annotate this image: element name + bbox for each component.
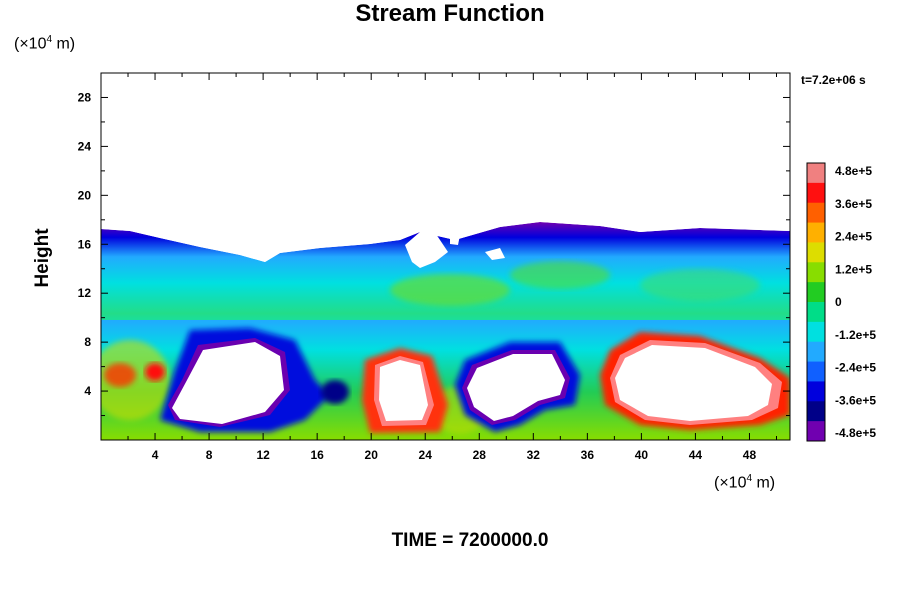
colorbar-tick-label: 1.2e+5 (835, 262, 872, 276)
heatmap-field (101, 73, 790, 440)
colorbar-swatch (807, 262, 825, 283)
x-tick-label: 24 (419, 448, 433, 462)
colorbar-swatch (807, 222, 825, 243)
colorbar-swatch (807, 202, 825, 224)
x-tick-label: 12 (256, 448, 270, 462)
chart-title: Stream Function (355, 0, 545, 27)
colorbar-tick-label: -2.4e+5 (835, 361, 876, 375)
y-tick-label: 4 (84, 384, 91, 398)
colorbar-tick-label: -3.6e+5 (835, 393, 876, 407)
x-tick-label: 28 (473, 448, 487, 462)
colorbar-swatch (807, 282, 825, 303)
y-tick-label: 12 (78, 286, 92, 300)
time-footer: TIME = 7200000.0 (391, 530, 549, 551)
x-unit-label: (×104 m) (714, 473, 776, 492)
colorbar-swatch (807, 381, 825, 402)
x-tick-label: 44 (689, 448, 703, 462)
x-tick-label: 48 (743, 448, 757, 462)
colorbar-tick-label: 4.8e+5 (835, 164, 872, 178)
y-tick-label: 28 (78, 90, 92, 104)
x-tick-label: 36 (581, 448, 595, 462)
x-tick-label: 8 (206, 448, 213, 462)
colorbar-swatch (807, 361, 825, 382)
plot-frame (100, 72, 791, 441)
x-tick-label: 40 (635, 448, 649, 462)
time-stamp-label: t=7.2e+06 s (801, 73, 866, 87)
x-tick-label: 32 (527, 448, 541, 462)
colorbar-tick-label: -4.8e+5 (835, 426, 876, 440)
colorbar-swatch (807, 242, 825, 263)
colorbar-tick-label: 2.4e+5 (835, 230, 872, 244)
colorbar-frame (806, 162, 826, 442)
x-tick-label: 4 (152, 448, 159, 462)
x-tick-label: 16 (310, 448, 324, 462)
x-axis: 4 8 12 16 20 24 28 32 36 40 44 48 (127, 73, 777, 462)
colorbar-swatch (807, 321, 825, 343)
y-axis: 4 8 12 16 20 24 28 (78, 90, 790, 417)
x-tick-label: 20 (365, 448, 379, 462)
colorbar-swatch (807, 421, 825, 442)
y-tick-label: 24 (78, 139, 92, 153)
colorbar: 4.8e+5 3.6e+5 2.4e+5 1.2e+5 0 -1.2e+5 -2.4e+5 -… (806, 162, 876, 442)
colorbar-swatch (807, 163, 825, 184)
colorbar-swatch (807, 401, 825, 422)
colorbar-swatch (807, 302, 825, 323)
colorbar-tick-label: 3.6e+5 (835, 197, 872, 211)
y-unit-label: (×104 m) (14, 34, 76, 53)
colorbar-swatch (807, 341, 825, 363)
y-tick-label: 16 (78, 237, 92, 251)
y-tick-label: 8 (84, 335, 91, 349)
colorbar-tick-label: 0 (835, 295, 842, 309)
y-tick-label: 20 (78, 188, 92, 202)
colorbar-swatch (807, 182, 825, 204)
colorbar-tick-label: -1.2e+5 (835, 328, 876, 342)
